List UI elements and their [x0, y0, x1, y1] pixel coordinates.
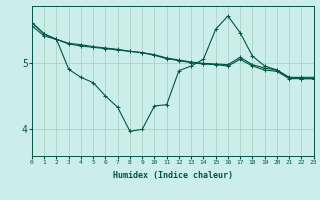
X-axis label: Humidex (Indice chaleur): Humidex (Indice chaleur): [113, 171, 233, 180]
